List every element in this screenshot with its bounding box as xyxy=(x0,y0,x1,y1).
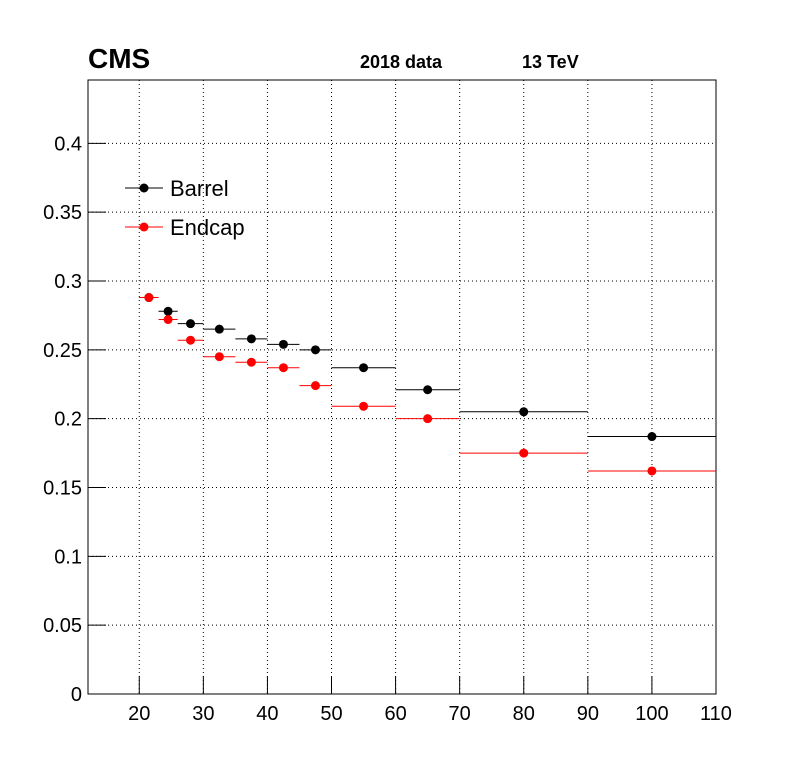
data-label: 2018 data xyxy=(360,52,443,72)
legend-marker xyxy=(139,183,149,193)
x-tick-label: 90 xyxy=(577,703,599,725)
y-tick-label: 0.1 xyxy=(54,546,82,568)
data-point xyxy=(310,381,320,391)
x-tick-label: 50 xyxy=(320,703,342,725)
energy-label: 13 TeV xyxy=(522,52,579,72)
data-point xyxy=(186,335,196,345)
y-tick-label: 0.3 xyxy=(54,271,82,293)
data-point xyxy=(519,448,529,458)
legend-label: Endcap xyxy=(170,215,245,240)
x-tick-label: 110 xyxy=(700,703,732,725)
data-point xyxy=(246,357,256,367)
x-tick-label: 60 xyxy=(384,703,406,725)
y-tick-label: 0.15 xyxy=(43,477,82,499)
x-tick-label: 70 xyxy=(449,703,471,725)
x-tick-label: 100 xyxy=(635,703,668,725)
data-point xyxy=(647,466,657,476)
data-point xyxy=(278,339,288,349)
legend-marker xyxy=(139,222,149,232)
data-point xyxy=(423,385,433,395)
data-point xyxy=(214,352,224,362)
data-point xyxy=(647,432,657,442)
data-point xyxy=(519,407,529,417)
y-tick-label: 0.4 xyxy=(54,133,82,155)
data-point xyxy=(359,401,369,411)
y-tick-label: 0 xyxy=(71,684,82,706)
data-point xyxy=(163,315,173,325)
x-tick-label: 20 xyxy=(128,703,150,725)
data-point xyxy=(246,334,256,344)
data-point xyxy=(214,324,224,334)
cms-label: CMS xyxy=(88,43,150,74)
x-tick-label: 80 xyxy=(513,703,535,725)
data-point xyxy=(186,319,196,329)
data-point xyxy=(278,363,288,373)
x-tick-label: 40 xyxy=(256,703,278,725)
legend-label: Barrel xyxy=(170,176,229,201)
y-tick-label: 0.2 xyxy=(54,409,82,431)
data-point xyxy=(310,345,320,355)
data-point xyxy=(163,306,173,316)
data-point xyxy=(423,414,433,424)
y-tick-label: 0.05 xyxy=(43,615,82,637)
x-tick-label: 30 xyxy=(192,703,214,725)
plot-frame xyxy=(87,79,717,695)
y-tick-label: 0.25 xyxy=(43,340,82,362)
y-tick-label: 0.35 xyxy=(43,202,82,224)
data-point xyxy=(144,293,154,303)
data-point xyxy=(359,363,369,373)
